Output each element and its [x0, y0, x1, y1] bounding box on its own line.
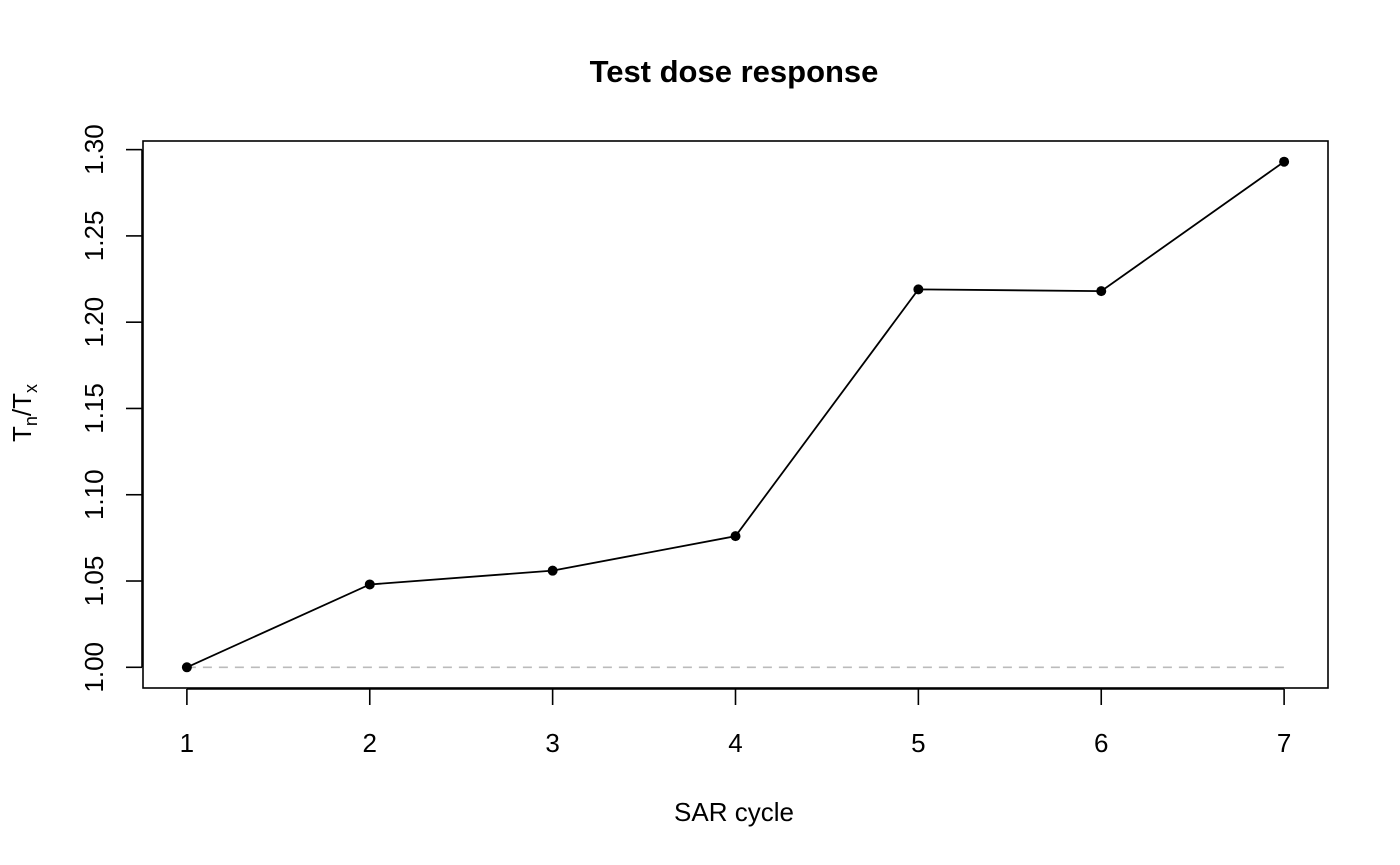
data-point — [913, 284, 924, 295]
x-axis: 1 2 3 4 5 6 7 — [180, 688, 1291, 758]
data-point — [730, 531, 741, 542]
data-point — [364, 579, 375, 590]
y-axis-label-slash: / — [7, 408, 37, 416]
y-tick-label: 1.10 — [79, 469, 109, 520]
y-tick-label: 1.00 — [79, 642, 109, 693]
y-axis: 1.00 1.05 1.10 1.15 1.20 1.25 1.30 — [79, 124, 143, 693]
data-point — [1096, 286, 1107, 297]
y-tick-label: 1.20 — [79, 297, 109, 348]
data-point — [1279, 156, 1290, 167]
x-tick-label: 3 — [545, 728, 559, 758]
x-tick-label: 7 — [1277, 728, 1291, 758]
series-line — [186, 160, 1285, 669]
y-tick-label: 1.05 — [79, 556, 109, 607]
data-point — [547, 565, 558, 576]
data-points — [181, 156, 1290, 673]
y-tick-label: 1.30 — [79, 124, 109, 175]
x-tick-label: 5 — [911, 728, 925, 758]
y-axis-label-base2: T — [7, 393, 37, 409]
x-tick-label: 2 — [363, 728, 377, 758]
x-axis-label: SAR cycle — [674, 797, 794, 827]
y-axis-label-sub-denominator: x — [21, 384, 41, 393]
chart-title: Test dose response — [590, 54, 879, 89]
y-tick-label: 1.15 — [79, 383, 109, 434]
x-tick-label: 1 — [180, 728, 194, 758]
y-tick-label: 1.25 — [79, 211, 109, 262]
y-axis-label-base: T — [7, 426, 37, 442]
y-axis-label: Tn/Tx — [7, 384, 41, 442]
plot-frame — [142, 140, 1329, 689]
data-point — [181, 662, 192, 673]
x-tick-label: 6 — [1094, 728, 1108, 758]
y-axis-label-sub-numerator: n — [21, 416, 41, 426]
x-tick-label: 4 — [728, 728, 742, 758]
